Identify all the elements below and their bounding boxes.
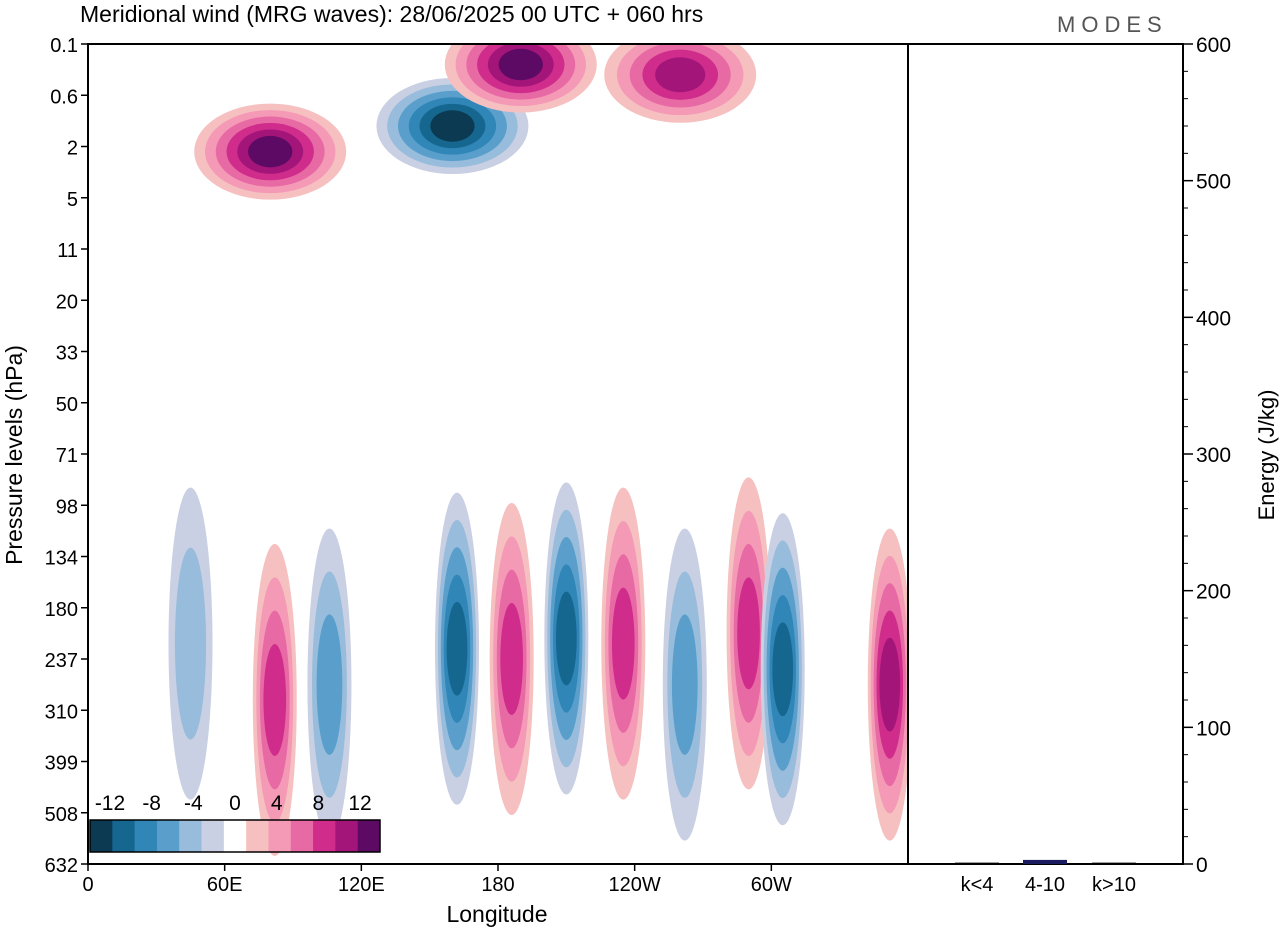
y-tick-label: 0.6 [50,86,78,108]
energy-y-axis: 0 100 200 300 400 500 600 [1183,34,1231,877]
contour-band [498,48,543,81]
y-tick-label: 399 [45,753,78,775]
colorbar-swatch [223,820,247,852]
y-axis-label: Pressure levels (hPa) [1,345,27,565]
energy-axis-label: Energy (J/kg) [1254,390,1279,521]
energy-tick-label: 200 [1196,581,1231,604]
y-tick-label: 11 [57,240,78,262]
colorbar-swatch [156,820,180,852]
colorbar-frame [89,819,381,853]
contour-band [671,614,698,755]
energy-category-label: 4-10 [1025,874,1065,896]
colorbar-label: 4 [271,792,283,815]
energy-bar [955,862,999,864]
y-axis: 0.1 0.6 2 5 11 20 33 50 71 98 134 180 237 310 399 508 63… [45,35,88,877]
energy-tick-label: 300 [1196,444,1231,467]
contour-band [772,622,794,717]
x-tick-label: 120W [609,874,661,896]
contour-band [500,603,523,715]
x-axis-label: Longitude [446,901,547,927]
colorbar-swatch [335,820,359,852]
contour-band [248,135,293,168]
energy-tick-label: 0 [1196,854,1208,877]
colorbar-swatch [90,820,113,852]
contour-plot: 0.1 0.6 2 5 11 20 33 50 71 98 134 180 237 310 399 508 63… [1,35,909,927]
contour-band [316,614,343,755]
contour-band [263,644,287,756]
energy-bars [955,859,1136,864]
y-tick-label: 50 [56,394,78,416]
y-tick-label: 180 [45,599,78,621]
y-tick-label: 98 [56,496,78,518]
x-tick-label: 0 [82,874,93,896]
y-tick-label: 134 [45,548,78,570]
energy-bar-chart: 0 100 200 300 400 500 600 k<4 4-10 k>10 Energy (… [907,34,1279,896]
colorbar-label: -8 [142,792,161,815]
y-tick-label: 5 [67,189,78,211]
contour-band [430,110,475,142]
colorbar-swatch [290,820,314,852]
x-axis: 0 60E 120E 180 120W 60W [82,864,792,896]
colorbar-swatch [313,820,336,852]
energy-category-label: k<4 [961,874,994,896]
y-tick-label: 310 [45,701,78,723]
energy-bar [1092,862,1136,864]
contour-band [879,637,901,732]
colorbar-label: 8 [312,792,324,815]
y-tick-label: 632 [45,855,78,877]
colorbar-swatch [268,820,292,852]
energy-category-label: k>10 [1092,874,1136,896]
contour-band [737,577,760,690]
energy-tick-label: 500 [1196,171,1231,194]
x-tick-label: 120E [338,874,385,896]
colorbar-legend: -12 -8 -4 0 4 8 12 [89,792,381,853]
energy-x-axis: k<4 4-10 k>10 [961,874,1136,896]
y-tick-label: 20 [56,291,78,313]
y-tick-label: 33 [56,343,78,365]
colorbar-swatch [134,820,158,852]
contour-band [655,57,706,93]
colorbar-swatch [201,820,225,852]
contour-field [168,44,908,856]
x-tick-label: 180 [481,874,514,896]
contour-band [446,601,468,696]
y-tick-label: 2 [67,138,78,160]
y-tick-label: 0.1 [50,35,78,57]
modes-logo: MODES [1057,12,1168,37]
contour-band [174,547,207,740]
y-tick-label: 508 [45,804,78,826]
contour-band [555,591,577,686]
energy-plot-frame [907,43,1184,865]
colorbar-swatch [179,820,203,852]
energy-tick-label: 600 [1196,34,1231,57]
y-tick-label: 71 [56,445,78,467]
colorbar-swatch [246,820,269,852]
x-tick-label: 60W [751,874,792,896]
colorbar-label: -12 [95,792,125,815]
energy-tick-label: 400 [1196,307,1231,330]
colorbar-label: 12 [348,792,371,815]
y-tick-label: 237 [45,650,78,672]
colorbar-swatch [357,820,381,852]
colorbar-label: -4 [184,792,203,815]
contour-band [611,587,635,700]
energy-bar [1023,859,1067,864]
colorbar-label: 0 [229,792,241,815]
energy-tick-label: 100 [1196,717,1231,740]
x-tick-label: 60E [207,874,243,896]
chart-title: Meridional wind (MRG waves): 28/06/2025 … [80,1,703,27]
colorbar-swatch [112,820,136,852]
